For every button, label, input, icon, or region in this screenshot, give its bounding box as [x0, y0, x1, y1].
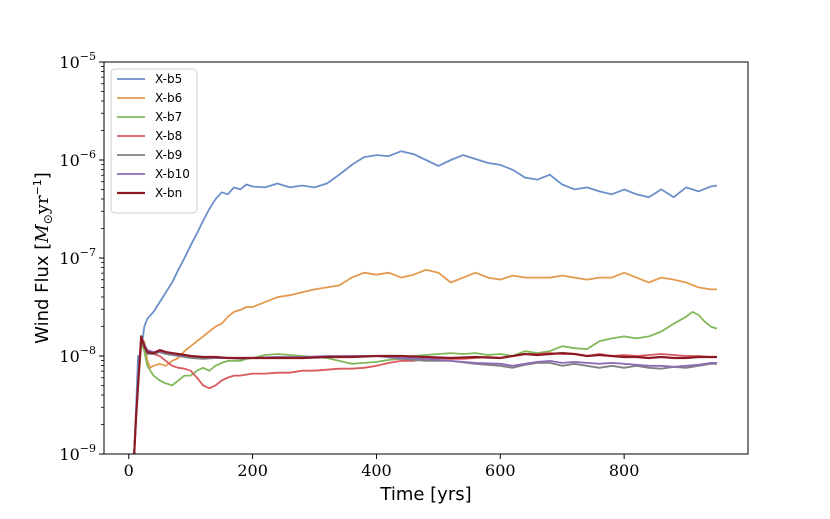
y-axis-label-unit: yr — [32, 195, 53, 215]
legend-label-x-b8: X-b8 — [155, 129, 182, 143]
y-tick-label: 10−8 — [59, 344, 96, 366]
x-axis-label: Time [yrs] — [379, 484, 471, 505]
x-tick-label: 0 — [124, 461, 134, 480]
legend-label-x-b10: X-b10 — [155, 167, 190, 181]
x-tick-label: 600 — [485, 461, 516, 480]
legend-label-x-bn: X-bn — [155, 186, 182, 200]
y-tick-label: 10−6 — [59, 148, 96, 170]
legend: X-b5 X-b6 X-b7 X-b8 X-b9 X-b10 X-bn — [110, 68, 198, 214]
y-tick-label: 10−9 — [59, 442, 96, 464]
x-tick-label: 800 — [609, 461, 640, 480]
legend-label-x-b9: X-b9 — [155, 148, 182, 162]
x-tick-label: 400 — [361, 461, 392, 480]
legend-label-x-b7: X-b7 — [155, 110, 182, 124]
legend-label-x-b6: X-b6 — [155, 91, 182, 105]
legend-box — [110, 68, 198, 214]
series-layer — [133, 150, 718, 454]
series-line-x-bn — [133, 335, 717, 454]
x-tick-label: 200 — [237, 461, 268, 480]
legend-label-x-b5: X-b5 — [155, 72, 182, 86]
y-axis-label-prefix: Wind Flux [ — [32, 243, 53, 344]
series-line-x-b7 — [133, 311, 718, 454]
series-line-x-b6 — [133, 268, 717, 454]
y-axis-label-sub: ⊙ — [41, 214, 55, 224]
y-tick-label: 10−7 — [59, 246, 96, 268]
y-tick-label: 10−5 — [59, 50, 96, 72]
series-line-x-b5 — [133, 150, 718, 454]
y-axis-label-main: M — [32, 224, 53, 244]
y-axis-label: Wind Flux [M⊙yr−1] — [31, 172, 55, 344]
y-axis-label-sup: −1 — [31, 179, 44, 195]
y-axis-label-suffix: ] — [32, 172, 53, 179]
ticks-layer: 0 200 400 600 800 10−9 10−8 10−7 10−6 10−5 — [59, 50, 639, 480]
